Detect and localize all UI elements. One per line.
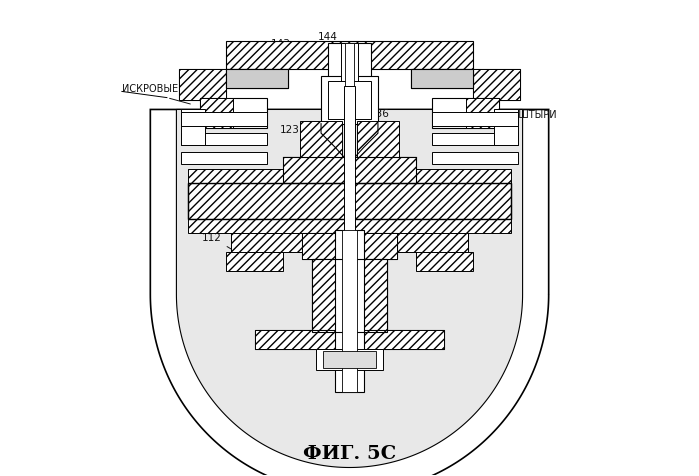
Bar bbox=[312, 259, 350, 333]
Bar bbox=[231, 233, 302, 252]
Bar bbox=[433, 113, 518, 127]
Text: ИСКРОВЫЕ ШТЫРИ: ИСКРОВЫЕ ШТЫРИ bbox=[122, 84, 219, 94]
Bar bbox=[312, 259, 387, 333]
Bar bbox=[226, 70, 288, 89]
Bar bbox=[188, 219, 511, 233]
Bar bbox=[433, 134, 518, 146]
Bar bbox=[188, 169, 511, 184]
Bar bbox=[433, 99, 499, 129]
Bar bbox=[302, 233, 397, 259]
Text: 138: 138 bbox=[459, 105, 478, 115]
Bar bbox=[328, 82, 371, 119]
Bar bbox=[283, 158, 416, 184]
Bar bbox=[317, 349, 382, 370]
Bar bbox=[356, 122, 399, 160]
Bar bbox=[336, 231, 363, 392]
Bar bbox=[231, 233, 302, 252]
Text: 136: 136 bbox=[369, 109, 389, 119]
Bar bbox=[341, 44, 358, 106]
Bar bbox=[343, 231, 356, 392]
Bar bbox=[302, 233, 397, 259]
Bar bbox=[494, 110, 518, 146]
Bar bbox=[328, 44, 371, 82]
Bar bbox=[200, 99, 266, 129]
Text: ИСКРОВЫЕ ШТЫРИ: ИСКРОВЫЕ ШТЫРИ bbox=[459, 110, 556, 120]
Bar bbox=[345, 44, 354, 110]
Bar bbox=[466, 99, 499, 129]
Bar bbox=[181, 115, 266, 127]
Bar bbox=[254, 330, 445, 349]
Polygon shape bbox=[176, 110, 523, 467]
Bar bbox=[473, 70, 520, 101]
Bar bbox=[254, 330, 445, 349]
Bar bbox=[411, 70, 473, 89]
Bar bbox=[181, 153, 266, 165]
Text: 121: 121 bbox=[345, 46, 364, 60]
Bar bbox=[179, 70, 226, 101]
Bar bbox=[473, 70, 520, 101]
Text: ФИГ. 5С: ФИГ. 5С bbox=[303, 444, 396, 462]
Text: 143: 143 bbox=[261, 39, 291, 58]
Bar bbox=[324, 352, 375, 368]
Text: 134: 134 bbox=[428, 231, 447, 241]
Bar bbox=[226, 41, 473, 70]
Text: 144: 144 bbox=[318, 32, 343, 50]
Bar bbox=[226, 70, 288, 89]
Text: 123: 123 bbox=[280, 125, 300, 135]
Bar bbox=[300, 122, 343, 160]
Bar bbox=[433, 153, 518, 165]
Text: 111: 111 bbox=[394, 56, 414, 66]
Bar bbox=[181, 113, 266, 127]
Bar bbox=[312, 259, 387, 333]
Bar bbox=[344, 87, 355, 380]
Polygon shape bbox=[150, 110, 549, 476]
Bar bbox=[397, 233, 468, 252]
Bar bbox=[188, 184, 511, 219]
Bar bbox=[179, 70, 226, 101]
Bar bbox=[181, 134, 266, 146]
Bar bbox=[321, 77, 378, 124]
Text: 112: 112 bbox=[202, 233, 233, 251]
Bar bbox=[411, 70, 473, 89]
Bar bbox=[416, 252, 473, 271]
Bar bbox=[433, 115, 518, 127]
Bar bbox=[188, 184, 511, 219]
Bar bbox=[397, 233, 468, 252]
Bar bbox=[200, 99, 233, 129]
Bar bbox=[350, 259, 387, 333]
Bar bbox=[181, 110, 205, 146]
Bar bbox=[226, 252, 283, 271]
